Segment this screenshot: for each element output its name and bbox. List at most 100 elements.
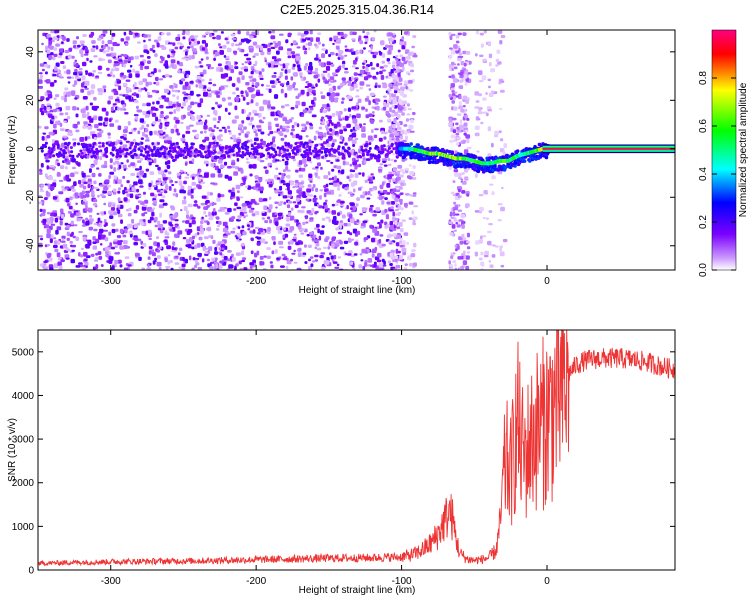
heatmap-cell	[75, 265, 81, 268]
heatmap-cell	[206, 64, 211, 67]
heatmap-cell	[317, 228, 320, 234]
heatmap-cell	[217, 63, 222, 67]
heatmap-cell	[82, 34, 87, 37]
heatmap-cell	[405, 85, 408, 90]
heatmap-cell	[238, 125, 243, 129]
heatmap-cell	[259, 261, 265, 266]
heatmap-cell	[457, 209, 463, 212]
heatmap-cell	[392, 147, 396, 151]
heatmap-cell	[55, 102, 60, 107]
heatmap-cell	[240, 129, 244, 134]
heatmap-cell	[346, 176, 350, 179]
heatmap-cell	[176, 107, 181, 112]
heatmap-cell	[338, 118, 343, 121]
heatmap-cell	[39, 74, 44, 79]
heatmap-cell	[274, 150, 278, 154]
heatmap-cell	[48, 176, 53, 181]
heatmap-cell	[152, 49, 156, 53]
heatmap-cell	[383, 260, 386, 266]
heatmap-cell	[345, 163, 350, 166]
heatmap-cell	[83, 258, 88, 262]
heatmap-cell	[85, 220, 90, 226]
heatmap-cell	[342, 125, 347, 129]
heatmap-cell	[385, 214, 390, 220]
heatmap-cell	[388, 83, 393, 88]
heatmap-cell	[247, 204, 252, 209]
heatmap-cell	[346, 230, 350, 234]
heatmap-cell	[54, 30, 60, 34]
heatmap-cell	[350, 202, 355, 207]
heatmap-cell	[258, 197, 263, 203]
heatmap-cell	[178, 174, 182, 180]
heatmap-cell	[58, 191, 64, 195]
heatmap-cell	[171, 250, 177, 253]
heatmap-cell	[205, 56, 209, 60]
heatmap-cell	[497, 30, 503, 34]
heatmap-cell	[459, 55, 464, 58]
heatmap-cell	[117, 106, 120, 111]
heatmap-cell	[491, 142, 494, 148]
heatmap-cell	[241, 63, 245, 66]
heatmap-cell	[448, 260, 451, 265]
heatmap-cell	[41, 68, 45, 72]
heatmap-cell	[93, 141, 97, 145]
heatmap-cell	[484, 250, 489, 255]
heatmap-cell	[93, 160, 98, 166]
heatmap-cell	[180, 137, 183, 141]
heatmap-cell	[93, 154, 97, 158]
heatmap-cell	[267, 179, 271, 183]
heatmap-cell	[355, 89, 360, 92]
heatmap-cell	[198, 150, 202, 154]
heatmap-cell	[279, 185, 283, 191]
heatmap-cell	[211, 107, 215, 110]
heatmap-cell	[314, 246, 317, 249]
heatmap-cell	[180, 185, 185, 191]
heatmap-cell	[320, 150, 324, 154]
heatmap-cell	[359, 40, 363, 45]
heatmap-cell	[291, 149, 295, 152]
heatmap-cell	[335, 240, 340, 245]
heatmap-cell	[215, 101, 218, 105]
heatmap-cell	[452, 63, 457, 66]
heatmap-cell	[107, 191, 112, 195]
heatmap-cell	[194, 65, 200, 69]
heatmap-cell	[108, 95, 114, 100]
heatmap-cell	[291, 252, 296, 255]
heatmap-cell	[286, 169, 291, 172]
heatmap-cell	[251, 94, 256, 99]
heatmap-cell	[373, 30, 377, 33]
heatmap-cell	[98, 145, 102, 148]
heatmap-cell	[64, 158, 68, 162]
heatmap-cell	[119, 228, 124, 234]
heatmap-cell	[115, 157, 120, 160]
heatmap-cell	[213, 208, 216, 213]
heatmap-cell	[209, 203, 213, 207]
heatmap-cell	[290, 43, 294, 46]
heatmap-cell	[250, 116, 254, 121]
heatmap-cell	[256, 82, 260, 87]
heatmap-cell	[91, 253, 95, 257]
heatmap-cell	[48, 149, 52, 152]
heatmap-cell	[164, 74, 170, 78]
heatmap-cell	[74, 68, 78, 73]
heatmap-cell	[295, 133, 300, 139]
heatmap-cell	[123, 245, 128, 250]
heatmap-cell	[73, 181, 77, 187]
heatmap-cell	[67, 203, 70, 207]
heatmap-cell	[43, 110, 48, 113]
heatmap-cell	[216, 127, 219, 129]
heatmap-cell	[207, 145, 211, 149]
heatmap-cell	[461, 172, 465, 175]
heatmap-cell	[398, 77, 403, 82]
heatmap-cell	[487, 78, 492, 82]
heatmap-cell	[203, 236, 209, 240]
heatmap-cell	[352, 31, 357, 35]
heatmap-cell	[317, 162, 321, 167]
heatmap-cell	[191, 267, 195, 270]
heatmap-cell	[241, 151, 245, 154]
heatmap-cell	[367, 178, 372, 181]
heatmap-cell	[280, 68, 284, 71]
heatmap-cell	[97, 234, 103, 240]
heatmap-cell	[449, 68, 452, 71]
heatmap-cell	[387, 146, 391, 150]
